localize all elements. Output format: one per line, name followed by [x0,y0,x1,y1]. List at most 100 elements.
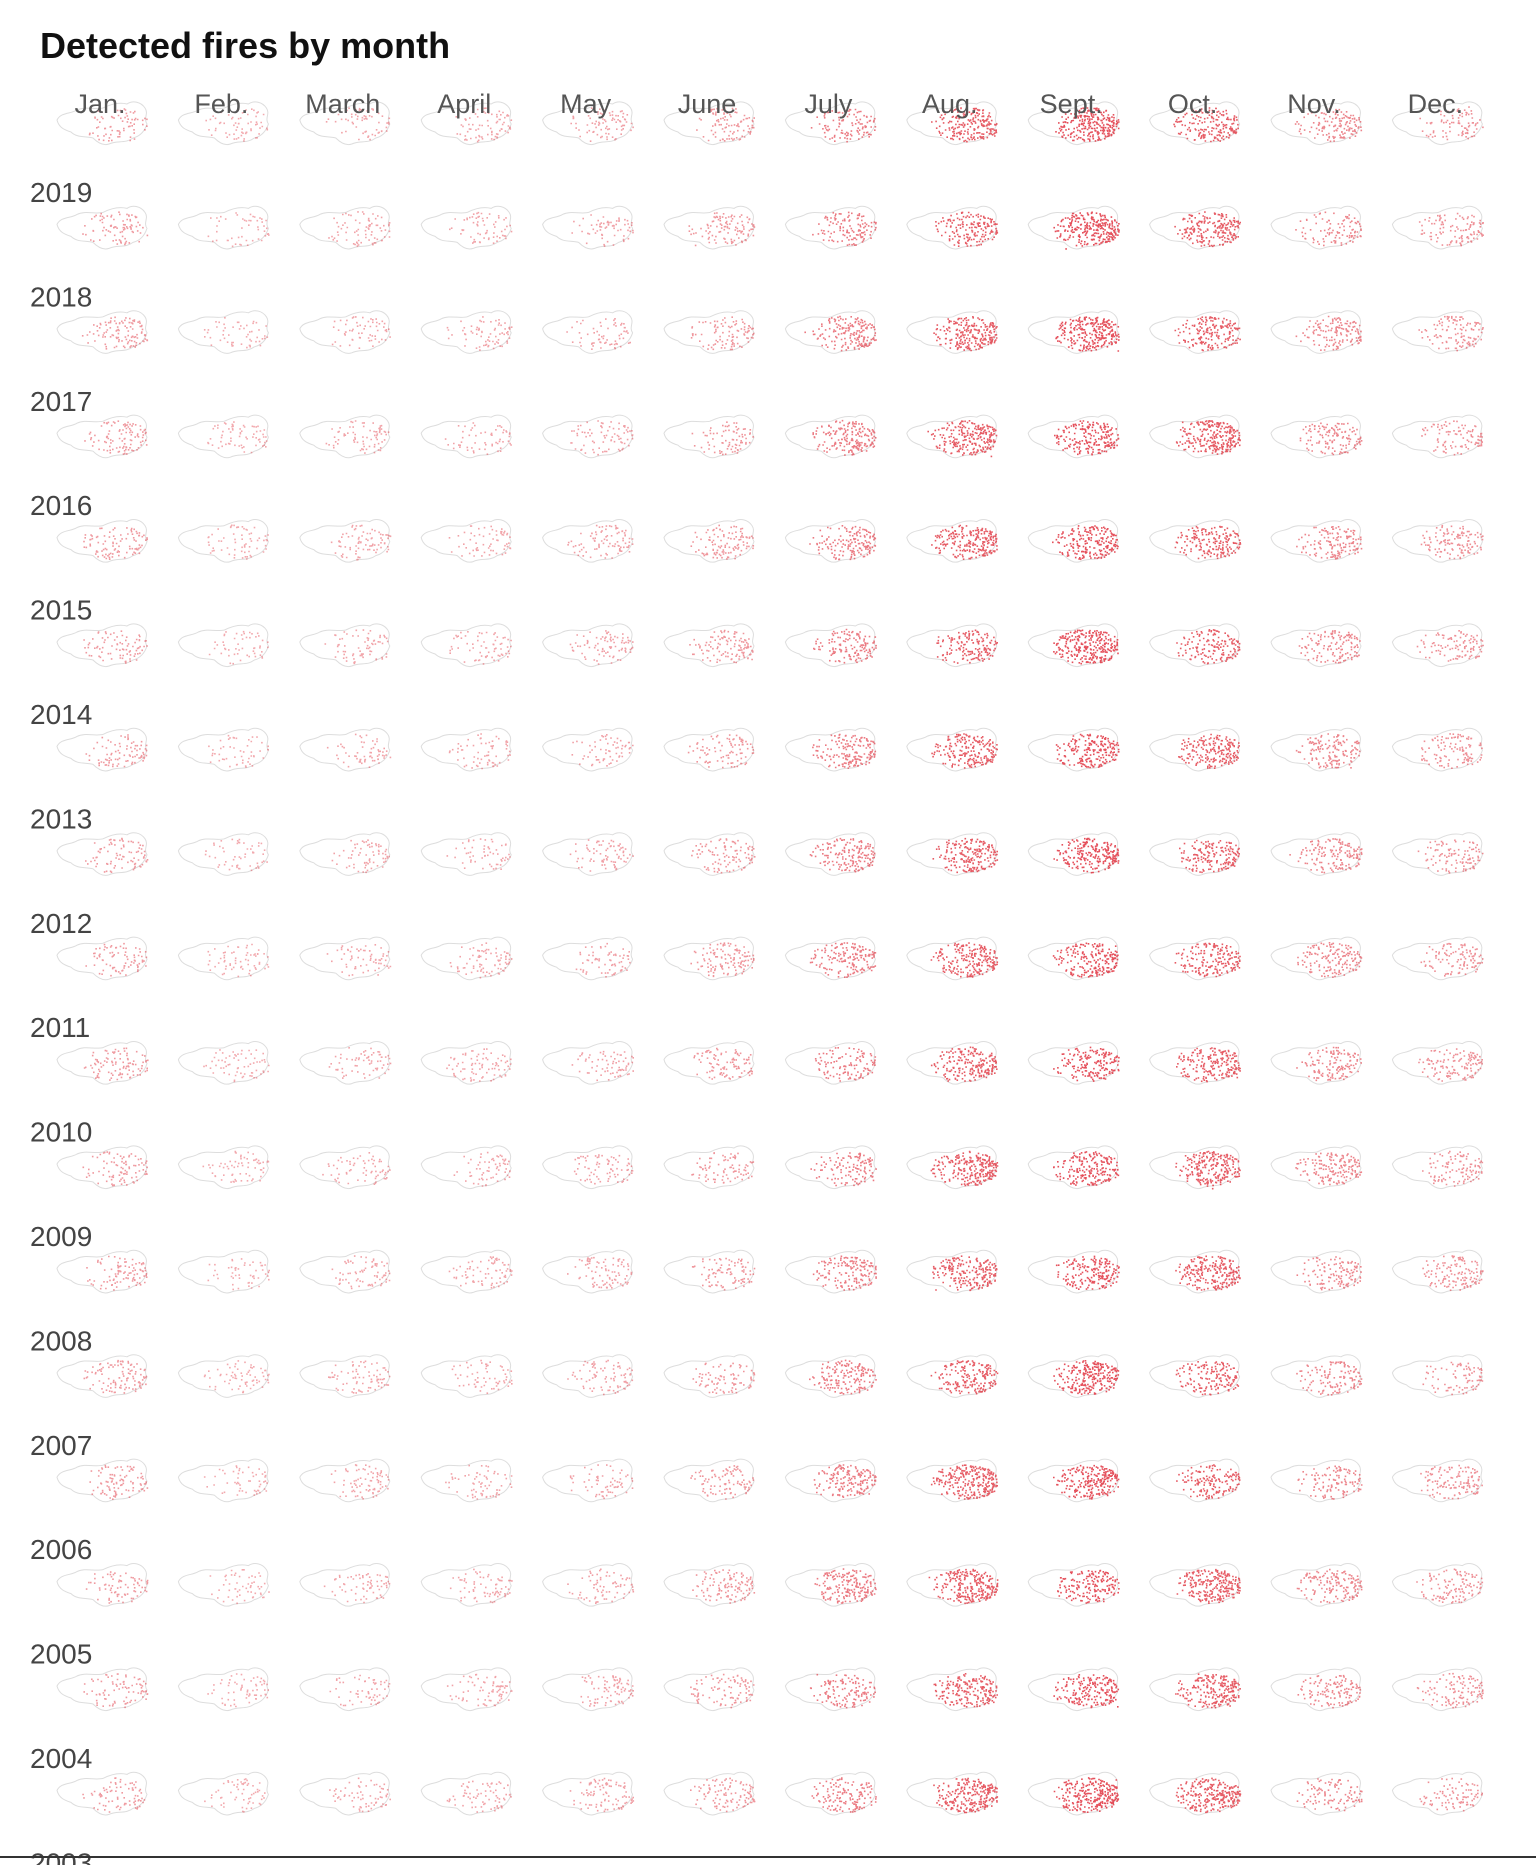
map-outline [177,414,269,459]
fire-dots [813,1464,877,1498]
fire-dots [1420,1464,1483,1500]
map-cell [1027,1458,1120,1503]
year-label: 2016 [30,490,92,521]
map-cell [906,727,998,772]
map-outline [1391,310,1483,354]
month-label: July [804,89,853,119]
map-cell [420,936,513,981]
map-outline [784,519,876,563]
map-cell [542,1249,634,1294]
fire-dots [810,1152,877,1187]
fire-dots [1053,1151,1120,1186]
fire-dots [204,1778,266,1813]
map-outline [542,1041,634,1085]
fire-dots [569,1777,635,1813]
map-cell [663,936,755,981]
map-cell [56,101,148,146]
map-outline [420,727,512,772]
map-outline [1270,832,1362,876]
map-outline [1270,1563,1362,1607]
map-cell [542,101,634,146]
map-outline [177,1771,269,1816]
map-outline [177,310,269,354]
map-cell [542,1563,635,1607]
map-cell [542,1041,634,1085]
map-cell [542,1771,635,1816]
map-cell [56,310,149,354]
map-cell [1391,1563,1484,1607]
map-cell [663,727,755,772]
fire-dots [814,1047,877,1082]
fire-dots [693,1047,753,1080]
map-cell [542,832,634,876]
map-cell [1027,1771,1120,1816]
month-label: March [305,89,380,119]
map-cell [906,1667,998,1712]
map-cell [784,936,877,981]
map-outline [56,623,148,668]
map-outline [542,519,634,563]
map-cell [663,1458,755,1503]
map-cell [177,623,269,668]
header-bg [0,0,1536,62]
fire-dots [566,318,631,350]
map-cell [1270,101,1363,146]
map-cell [56,832,149,876]
fire-dots [1053,1777,1120,1813]
map-cell [1270,1458,1363,1503]
fire-dots [203,1465,268,1496]
fire-dots [932,1255,998,1292]
map-outline [542,205,634,250]
map-cell [56,623,148,668]
map-cell [784,1563,877,1607]
fire-dots [690,1465,755,1500]
map-cell [906,1145,999,1190]
fire-dots [571,734,634,767]
map-cell [906,832,999,876]
fire-dots [207,1258,270,1291]
map-cell [1149,1458,1241,1503]
map-outline [299,727,391,772]
map-cell [299,205,391,250]
map-outline [177,1249,269,1294]
fire-dots [1289,838,1363,874]
fire-dots [1176,1047,1241,1083]
map-cell [1391,832,1484,876]
map-cell [1149,832,1241,876]
fire-dots [813,628,877,664]
fire-dots [936,629,998,664]
fire-dots [331,1255,391,1290]
map-cell [56,1249,148,1294]
map-outline [542,1249,634,1294]
map-cell [420,1249,513,1294]
fire-dots [580,1675,634,1707]
fire-dots [455,107,513,143]
fire-dots [449,211,513,244]
map-cell [784,623,877,668]
fire-dots [207,524,269,560]
map-cell [1391,519,1484,563]
map-cell [906,310,998,354]
fire-dots [930,1360,999,1395]
map-outline [177,519,269,563]
map-cell [784,1667,876,1712]
map-cell [1027,623,1119,668]
year-label: 2011 [30,1012,90,1043]
fire-dots [207,421,268,454]
map-cell [1270,623,1362,668]
fire-dots [329,1777,391,1813]
fire-dots [1421,733,1483,769]
map-cell [1149,623,1241,668]
fire-dots [1053,837,1120,874]
map-cell [420,623,512,668]
fire-dots [933,1777,999,1814]
fire-dots [1055,107,1120,142]
fire-dots [207,1673,269,1708]
fire-dots [930,1046,998,1082]
fire-dots [1176,1464,1241,1500]
map-outline [420,1041,512,1085]
map-cell [663,1041,755,1085]
fire-dots [445,1464,513,1500]
fire-dots [930,1464,998,1500]
